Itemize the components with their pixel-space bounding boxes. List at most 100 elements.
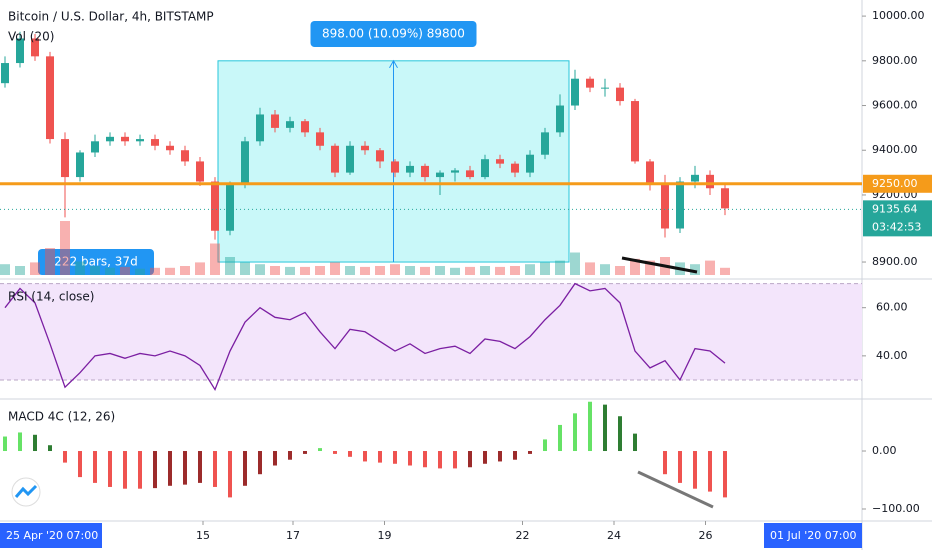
candle-body — [16, 38, 24, 64]
volume-bar — [510, 266, 520, 275]
macd-bar — [633, 433, 637, 452]
candle-body — [676, 181, 684, 229]
candle-body — [406, 165, 414, 173]
hline-label: 9250.00 — [872, 177, 918, 190]
volume-bar — [180, 266, 190, 275]
macd-bar — [123, 451, 127, 489]
candle-body — [481, 159, 489, 178]
candle-body — [556, 105, 564, 133]
volume-bar — [225, 257, 235, 275]
y-tick-label: 9800.00 — [872, 54, 918, 67]
volume-bar — [255, 264, 265, 275]
y-tick-label: 9400.00 — [872, 143, 918, 156]
volume-bar — [60, 221, 70, 275]
candle-body — [76, 152, 84, 178]
volume-bar — [270, 266, 280, 275]
candle-body — [316, 132, 324, 146]
candle-body — [151, 139, 159, 146]
volume-bar — [540, 262, 550, 275]
volume-bar — [150, 267, 160, 275]
volume-bar — [285, 266, 295, 275]
candle-body — [91, 141, 99, 153]
x-tick-label: 22 — [516, 529, 530, 542]
macd-bar — [513, 451, 517, 460]
volume-bar — [525, 264, 535, 275]
macd-bar — [588, 401, 592, 452]
candle-body — [541, 132, 549, 155]
countdown-label: 03:42:53 — [872, 220, 921, 233]
volume-bar — [405, 266, 415, 275]
volume-bar — [90, 266, 100, 275]
volume-bar — [330, 262, 340, 275]
candle-body — [361, 145, 369, 151]
bars-label: 222 bars, 37d — [54, 255, 137, 269]
last-price-label: 9135.64 — [872, 202, 918, 215]
candle-body — [121, 136, 129, 142]
volume-bar — [120, 266, 130, 275]
candle-body — [211, 181, 219, 231]
candle-body — [526, 154, 534, 173]
crosshair-box — [0, 523, 102, 548]
macd-bar — [348, 451, 352, 457]
volume-bar — [690, 264, 700, 275]
macd-bar — [108, 451, 112, 487]
macd-bar — [138, 451, 142, 489]
volume-bar — [645, 260, 655, 275]
measure-label-box — [310, 21, 477, 47]
candle-body — [436, 172, 444, 178]
y-tick-label: 60.00 — [876, 301, 908, 314]
macd-bar — [573, 413, 577, 452]
volume-bar — [195, 262, 205, 275]
candle-body — [571, 78, 579, 106]
macd-bar — [243, 451, 247, 486]
candle-body — [451, 170, 459, 173]
y-tick-label: 9600.00 — [872, 99, 918, 112]
x-tick-label: 19 — [378, 529, 392, 542]
macd-bar — [423, 451, 427, 468]
macd-bar — [33, 434, 37, 452]
y-tick-label: 0.00 — [872, 444, 897, 457]
volume-bar — [570, 252, 580, 275]
macd-bar — [438, 451, 442, 469]
volume-bar — [465, 266, 475, 275]
volume-bar — [45, 248, 55, 275]
x-tick-label: 26 — [699, 529, 713, 542]
macd-bar — [618, 416, 622, 452]
volume-bar — [300, 266, 310, 275]
macd-bar — [153, 451, 157, 489]
candle-body — [241, 141, 249, 184]
macd-bar — [273, 451, 277, 466]
macd-bar — [288, 451, 292, 460]
macd-bar — [603, 404, 607, 452]
candle-body — [466, 170, 474, 178]
trend-line — [637, 470, 714, 509]
candle-body — [226, 183, 234, 231]
volume-bar — [495, 266, 505, 275]
candle-body — [301, 121, 309, 133]
macd-bar — [408, 451, 412, 466]
macd-bar — [393, 451, 397, 464]
logo-mark — [14, 484, 38, 498]
macd-bar — [258, 451, 262, 475]
rsi-line — [4, 282, 726, 392]
macd-bar — [198, 451, 202, 483]
candle-body — [511, 163, 519, 173]
macd-bar — [18, 432, 22, 452]
volume-bar — [165, 267, 175, 275]
macd-bar — [48, 445, 52, 452]
y-tick-label: −100.00 — [872, 502, 920, 515]
volume-bar — [420, 266, 430, 275]
macd-bar — [333, 451, 337, 454]
crosshair-label: 01 Jul '20 07:00 — [770, 529, 856, 542]
macd-bar — [303, 451, 307, 454]
candle-body — [661, 183, 669, 229]
candle-body — [346, 145, 354, 173]
rsi-band — [0, 283, 862, 380]
volume-bar — [210, 243, 220, 275]
volume-bar — [0, 264, 10, 275]
candle-body — [271, 114, 279, 128]
volume-bar — [480, 266, 490, 275]
candle-body — [616, 87, 624, 102]
volume-bar — [630, 258, 640, 275]
